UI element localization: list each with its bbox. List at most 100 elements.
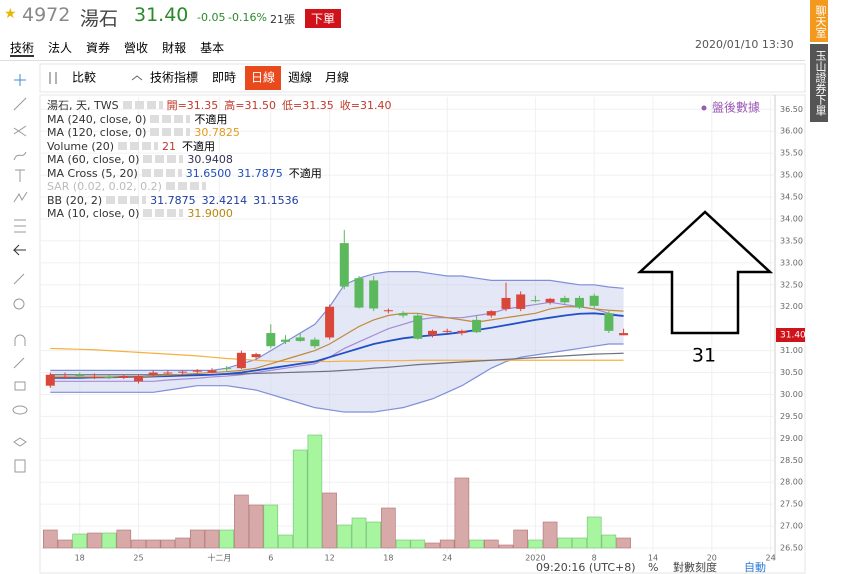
y-tick-label: 29.00 — [780, 434, 803, 443]
y-tick-label: 28.50 — [780, 456, 803, 465]
price-tag — [776, 328, 805, 342]
x-tick-label: 18 — [75, 554, 85, 563]
compare[interactable]: 比較 — [72, 70, 96, 85]
candle-body — [604, 313, 614, 331]
candle-body — [295, 337, 305, 341]
y-tick-label: 36.00 — [780, 127, 803, 136]
y-tick-label: 33.50 — [780, 236, 803, 245]
legend-label: BB (20, 2) — [47, 193, 103, 207]
tab[interactable]: 技術 — [10, 41, 35, 57]
candle-body — [354, 278, 364, 308]
candle-body — [530, 300, 540, 302]
volume-bar — [248, 504, 264, 549]
candle-body — [60, 376, 70, 378]
volume-bar — [116, 529, 132, 549]
candle-body — [163, 372, 173, 374]
legend-row: SAR (0.02, 0.02, 0.2) — [47, 180, 397, 194]
weekly[interactable]: 週線 — [288, 70, 312, 85]
x-tick-label: 2020 — [525, 554, 545, 563]
time: 09:20:16 (UTC+8) — [536, 561, 636, 574]
volume-bar — [219, 529, 234, 549]
x-tick-label: 20 — [707, 554, 717, 563]
indicator-line — [50, 306, 624, 378]
volume-bar — [101, 532, 117, 549]
log-scale[interactable]: 對數刻度 — [673, 560, 717, 574]
volume-bar — [395, 539, 411, 549]
divider — [0, 60, 805, 61]
candle-body — [457, 330, 467, 334]
volume-bar — [57, 539, 73, 549]
arrow-label: 31 — [692, 345, 716, 367]
candle-body — [472, 319, 482, 333]
x-tick-label: 24 — [765, 554, 775, 563]
candle-body — [545, 298, 555, 303]
toolbar — [39, 63, 806, 93]
volume-bar — [425, 542, 440, 549]
candle-body — [398, 313, 408, 316]
percent[interactable]: % — [648, 561, 658, 574]
y-tick-label: 32.00 — [780, 302, 803, 311]
y-tick-label: 33.00 — [780, 258, 803, 267]
change: -0.05 — [197, 11, 226, 24]
legend-icons — [118, 141, 158, 150]
legend-value: 不適用 — [182, 139, 215, 153]
indicator-line — [50, 301, 624, 382]
volume-bar — [322, 492, 337, 549]
volume-bar — [513, 529, 528, 549]
volume: 21張 — [270, 13, 295, 26]
stock-code: 4972 — [22, 4, 71, 26]
legend-label: MA (10, close, 0) — [47, 207, 140, 220]
x-tick-label: 25 — [133, 554, 143, 563]
legend-value: 31.9000 — [187, 207, 233, 220]
legend-row: MA (120, close, 0) 30.7825 — [47, 126, 397, 140]
auto[interactable]: 自動 — [744, 560, 766, 574]
legend-value: 32.4214 — [201, 193, 248, 207]
tabs: 技術 法人 資券 營收 財報 基本 — [10, 39, 238, 57]
volume-bar — [528, 539, 543, 549]
left-tools — [12, 74, 28, 473]
y-tick-label: 35.00 — [780, 171, 803, 180]
volume-bar — [483, 539, 499, 549]
tab[interactable]: 營收 — [124, 41, 149, 55]
dot — [701, 105, 707, 111]
candle-body — [383, 310, 393, 312]
order-button[interactable]: 下單 — [305, 9, 342, 28]
candle-body — [619, 333, 629, 336]
legend-icons — [143, 155, 184, 163]
tab[interactable]: 財報 — [162, 41, 187, 55]
legend-value: 不適用 — [194, 112, 228, 126]
y-tick-label: 34.00 — [780, 214, 803, 223]
indicator-line — [50, 312, 624, 379]
tab[interactable]: 法人 — [48, 41, 73, 55]
tab[interactable]: 基本 — [200, 41, 225, 55]
star[interactable]: ★ — [4, 6, 17, 22]
x-tick-label: 24 — [442, 554, 452, 563]
legend-value: 高=31.50 — [224, 99, 277, 112]
indicators[interactable]: 技術指標 — [150, 70, 198, 85]
price-tag-label: 31.40 — [780, 331, 806, 341]
daily[interactable]: 日線 — [251, 70, 275, 85]
bb-band-fill — [50, 271, 624, 413]
legend-icons — [122, 101, 163, 109]
legend-row: MA (240, close, 0) 不適用 — [47, 113, 397, 127]
y-tick-label: 30.00 — [780, 390, 803, 399]
tab[interactable]: 資券 — [86, 41, 111, 55]
candle-body — [133, 376, 143, 382]
legend-row: MA Cross (5, 20) 31.6500 31.7875 不適用 — [47, 167, 397, 181]
legend-value: 低=31.35 — [282, 99, 334, 112]
candle-body — [75, 374, 85, 377]
legend-value: 21 — [162, 139, 176, 153]
legend-label: MA (120, close, 0) — [47, 126, 147, 139]
candle-body — [413, 315, 423, 339]
order-tab[interactable]: 玉山證券下單 — [810, 44, 828, 122]
y-tick-label: 27.00 — [780, 522, 803, 531]
y-tick-label: 27.50 — [780, 500, 803, 509]
chat-tab[interactable]: 聊天室 — [810, 0, 828, 42]
legend-value: 30.9408 — [187, 153, 233, 166]
intraday[interactable]: 即時 — [212, 71, 236, 85]
indicator-line — [50, 352, 624, 376]
volume-bar — [616, 537, 631, 549]
monthly[interactable]: 月線 — [325, 70, 349, 85]
